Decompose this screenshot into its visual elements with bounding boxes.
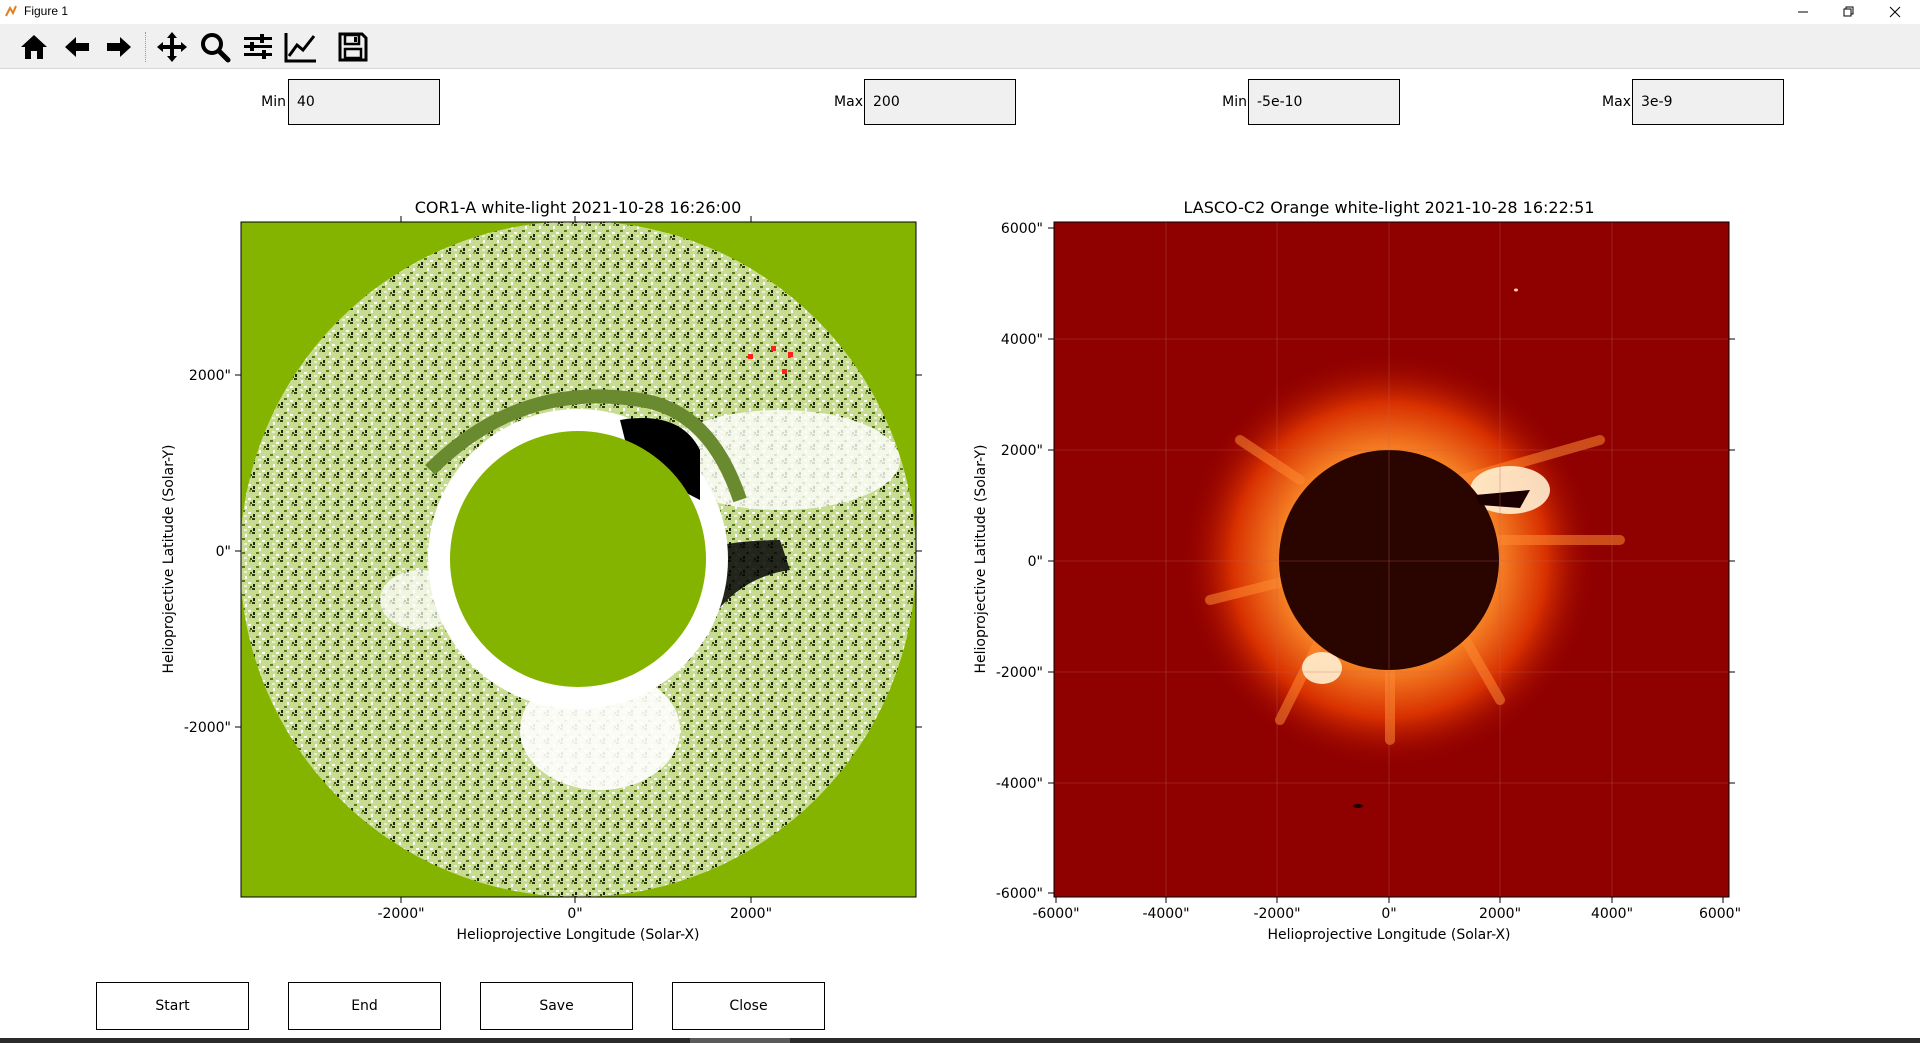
end-button[interactable]: End	[288, 982, 441, 1030]
left-dark-patch	[620, 418, 700, 500]
save-icon[interactable]	[334, 28, 372, 66]
right-x-tick-label: 4000"	[1591, 906, 1633, 922]
toolbar-separator	[145, 32, 147, 62]
left-max-label: Max	[834, 94, 863, 110]
left-plot-title: COR1-A white-light 2021-10-28 16:26:00	[415, 198, 742, 217]
right-y-tick-label: -2000"	[996, 665, 1043, 681]
right-y-ticks	[1048, 227, 1735, 894]
zoom-icon[interactable]	[196, 28, 234, 66]
right-bright-streamer-sw	[1302, 652, 1342, 684]
right-x-tick-label: 2000"	[1479, 906, 1521, 922]
right-x-tick-label: -2000"	[1253, 906, 1300, 922]
left-min-label: Min	[261, 94, 286, 110]
right-y-tick-label: 2000"	[1001, 443, 1043, 459]
right-y-tick-label: -4000"	[996, 776, 1043, 792]
home-icon[interactable]	[15, 28, 53, 66]
left-min-input[interactable]	[288, 79, 440, 125]
right-x-tick-label: -4000"	[1142, 906, 1189, 922]
right-x-ticks	[1055, 897, 1724, 903]
left-y-tick-label: 0"	[216, 544, 231, 560]
right-y-tick-label: -6000"	[996, 886, 1043, 902]
right-x-tick-label: 6000"	[1699, 906, 1741, 922]
right-min-input[interactable]	[1248, 79, 1400, 125]
axes-icon[interactable]	[282, 28, 320, 66]
restore-icon[interactable]	[1826, 0, 1872, 24]
left-bright-region-ne	[660, 410, 900, 510]
right-x-tick-label: -6000"	[1032, 906, 1079, 922]
left-x-tick-label: -2000"	[377, 906, 424, 922]
navigation-toolbar	[0, 24, 1920, 69]
right-y-tick-label: 6000"	[1001, 221, 1043, 237]
minimize-icon[interactable]	[1780, 0, 1826, 24]
left-x-axis-label: Helioprojective Longitude (Solar-X)	[456, 927, 699, 943]
right-plot-frame	[1053, 221, 1730, 898]
left-y-ticks	[235, 374, 922, 728]
close-icon[interactable]	[1872, 0, 1918, 24]
left-x-tick-label: 2000"	[730, 906, 772, 922]
left-red-markers	[748, 346, 793, 374]
left-x-ticks	[400, 216, 752, 903]
left-occulter-disk	[450, 431, 706, 687]
right-y-tick-label: 4000"	[1001, 332, 1043, 348]
left-plot: COR1-A white-light 2021-10-28 16:26:00 H…	[161, 198, 922, 943]
back-arrow-icon[interactable]	[58, 28, 96, 66]
right-dark-wedge	[1475, 490, 1530, 508]
app-icon	[5, 5, 17, 17]
right-plot-title: LASCO-C2 Orange white-light 2021-10-28 1…	[1183, 198, 1594, 217]
subplots-icon[interactable]	[239, 28, 277, 66]
forward-arrow-icon[interactable]	[100, 28, 138, 66]
right-max-label: Max	[1602, 94, 1631, 110]
left-y-axis-label: Helioprojective Latitude (Solar-Y)	[161, 444, 177, 673]
right-plot: LASCO-C2 Orange white-light 2021-10-28 1…	[973, 198, 1741, 943]
left-y-tick-label: 2000"	[189, 368, 231, 384]
right-grid	[1054, 222, 1729, 897]
left-x-tick-label: 0"	[567, 906, 582, 922]
right-min-label: Min	[1222, 94, 1247, 110]
right-y-axis-label: Helioprojective Latitude (Solar-Y)	[973, 444, 989, 673]
start-button[interactable]: Start	[96, 982, 249, 1030]
pan-icon[interactable]	[153, 28, 191, 66]
left-cme-front	[425, 389, 747, 503]
right-x-axis-label: Helioprojective Longitude (Solar-X)	[1267, 927, 1510, 943]
taskbar-edge	[0, 1038, 1920, 1043]
save-button[interactable]: Save	[480, 982, 633, 1030]
left-plot-frame	[240, 221, 917, 898]
right-dark-speck	[1353, 804, 1363, 808]
close-button[interactable]: Close	[672, 982, 825, 1030]
window-title: Figure 1	[24, 4, 69, 18]
right-max-input[interactable]	[1632, 79, 1784, 125]
left-max-input[interactable]	[864, 79, 1016, 125]
right-bright-speck	[1514, 288, 1518, 292]
right-x-tick-label: 0"	[1381, 906, 1396, 922]
left-y-tick-label: -2000"	[184, 720, 231, 736]
right-y-tick-label: 0"	[1028, 554, 1043, 570]
